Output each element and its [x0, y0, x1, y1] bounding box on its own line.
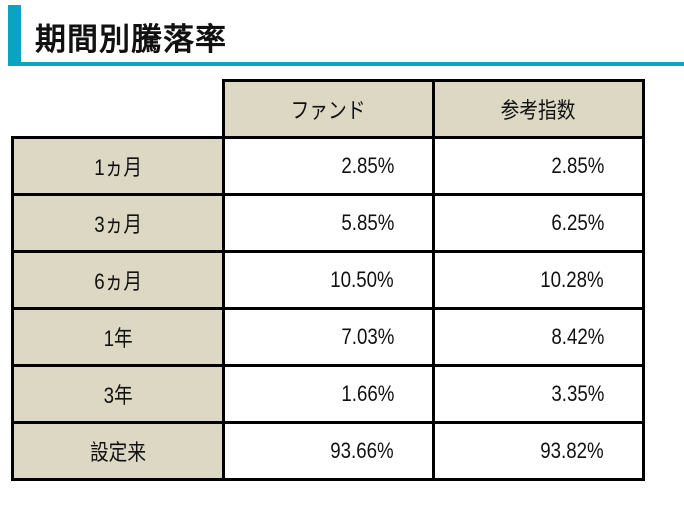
index-text: 2.85% [550, 153, 604, 178]
index-text: 3.35% [550, 381, 604, 406]
index-text: 10.28% [540, 267, 604, 292]
table-row: 6ヵ月 10.50% 10.28% [11, 250, 645, 310]
table-row: 1ヵ月 2.85% 2.85% [11, 136, 645, 196]
period-label: 設定来 [11, 421, 225, 481]
fund-value: 1.66% [222, 364, 435, 424]
period-text: 3ヵ月 [94, 212, 142, 237]
table-row: 3年 1.66% 3.35% [11, 364, 645, 424]
table-row: 1年 7.03% 8.42% [11, 307, 645, 367]
index-value: 3.35% [432, 364, 645, 424]
fund-text: 2.85% [340, 153, 394, 178]
fund-value: 93.66% [222, 421, 435, 481]
header-label: ファンド [291, 98, 366, 123]
fund-text: 5.85% [340, 210, 394, 235]
fund-text: 1.66% [340, 381, 394, 406]
table-row: 設定来 93.66% 93.82% [11, 421, 645, 481]
corner-cell [12, 80, 225, 139]
title-accent-bar [8, 5, 21, 66]
index-value: 10.28% [432, 250, 645, 310]
fund-value: 10.50% [222, 250, 435, 310]
period-label: 3ヵ月 [11, 193, 225, 253]
index-text: 6.25% [550, 210, 604, 235]
period-label: 1年 [11, 307, 225, 367]
performance-table: ファンド 参考指数 1ヵ月 2.85% 2.85% 3ヵ月 5.85% 6.25… [11, 79, 645, 481]
period-text: 1年 [103, 326, 133, 351]
period-text: 1ヵ月 [94, 155, 142, 180]
index-text: 8.42% [550, 324, 604, 349]
period-label: 6ヵ月 [11, 250, 225, 310]
table-row: 3ヵ月 5.85% 6.25% [11, 193, 645, 253]
index-value: 2.85% [432, 136, 645, 196]
fund-text: 93.66% [330, 438, 394, 463]
index-value: 93.82% [432, 421, 645, 481]
page-title: 期間別騰落率 [35, 22, 227, 57]
period-text: 3年 [103, 383, 133, 408]
fund-value: 7.03% [222, 307, 435, 367]
period-label: 1ヵ月 [11, 136, 225, 196]
header-index: 参考指数 [432, 79, 645, 139]
index-text: 93.82% [540, 438, 604, 463]
title-underline [8, 62, 684, 66]
index-value: 8.42% [432, 307, 645, 367]
fund-value: 2.85% [222, 136, 435, 196]
fund-text: 7.03% [340, 324, 394, 349]
period-text: 6ヵ月 [94, 269, 142, 294]
fund-text: 10.50% [330, 267, 394, 292]
period-label: 3年 [11, 364, 225, 424]
period-text: 設定来 [89, 440, 147, 465]
header-fund: ファンド [222, 79, 435, 139]
table-header-row: ファンド 参考指数 [12, 79, 645, 139]
header-label: 参考指数 [501, 98, 576, 123]
index-value: 6.25% [432, 193, 645, 253]
fund-value: 5.85% [222, 193, 435, 253]
